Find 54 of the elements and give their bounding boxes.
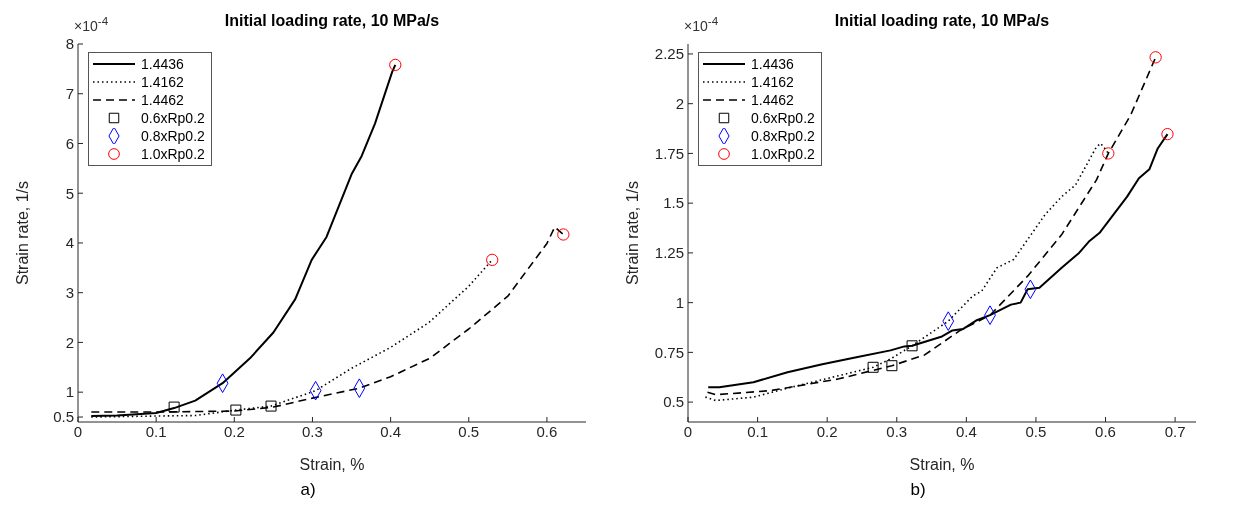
x-tick-label: 0.4 [955,422,977,440]
x-tick-label: 0.4 [380,422,402,440]
legend-label: 1.0xRp0.2 [141,146,205,162]
y-tick-label: 2.25 [654,45,684,63]
y-tick-label: 0.75 [654,343,684,361]
y-tick-label: 5 [65,184,74,202]
y-tick-label: 0.5 [663,393,684,411]
x-tick-label: 0 [683,422,693,440]
y-tick-label: 1.25 [654,244,684,262]
legend-label: 0.6xRp0.2 [141,110,205,126]
x-tick-label: 0.5 [1025,422,1047,440]
chart-title: Initial loading rate, 10 MPa/s [224,12,440,29]
text: ×10$^{-4}$ [684,14,719,34]
x-tick-label: 0.1 [145,422,167,440]
x-tick-label: 0.2 [223,422,245,440]
x-tick-label: 0.3 [886,422,908,440]
y-tick-label: 2 [65,333,74,351]
legend-label: 0.8xRp0.2 [751,128,815,144]
text: a) [299,480,317,500]
chart-title: Initial loading rate, 10 MPa/s [834,12,1050,29]
y-tick-label: 1.75 [654,144,684,162]
y-tick-label: 2 [675,95,684,113]
y-tick-label: 1.5 [663,194,684,212]
legend-label: 0.8xRp0.2 [141,128,205,144]
y-tick-label: 6 [65,134,74,152]
legend-label: 1.4462 [751,92,794,108]
legend-label: 0.6xRp0.2 [751,110,815,126]
x-tick-label: 0.5 [458,422,480,440]
legend-label: 1.4162 [751,74,794,90]
text: b) [909,480,927,500]
x-tick-label: 0.2 [816,422,838,440]
legend-label: 1.0xRp0.2 [751,146,815,162]
x-tick-label: 0.1 [747,422,769,440]
x-tick-label: 0.7 [1164,422,1186,440]
x-tick-label: 0.6 [1095,422,1116,440]
x-tick-label: 0 [73,422,83,440]
x-tick-label: 0.3 [302,422,323,440]
y-axis-title: Strain rate, 1/s [623,180,641,286]
legend-label: 1.4436 [141,56,184,72]
y-tick-label: 0.5 [53,408,74,426]
legend-label: 1.4462 [141,92,184,108]
y-tick-label: 8 [65,35,74,53]
y-tick-label: 7 [65,85,74,103]
x-tick-label: 0.6 [536,422,558,440]
y-tick-label: 1 [65,383,74,401]
y-tick-label: 3 [65,284,74,302]
y-axis-title: Strain rate, 1/s [13,180,31,286]
x-axis-title: Strain, % [299,456,365,473]
y-tick-label: 4 [65,234,74,252]
legend-label: 1.4436 [751,56,794,72]
text: ×10$^{-4}$ [74,14,109,34]
y-tick-label: 1 [675,293,684,311]
x-axis-title: Strain, % [909,456,975,473]
legend-label: 1.4162 [141,74,184,90]
